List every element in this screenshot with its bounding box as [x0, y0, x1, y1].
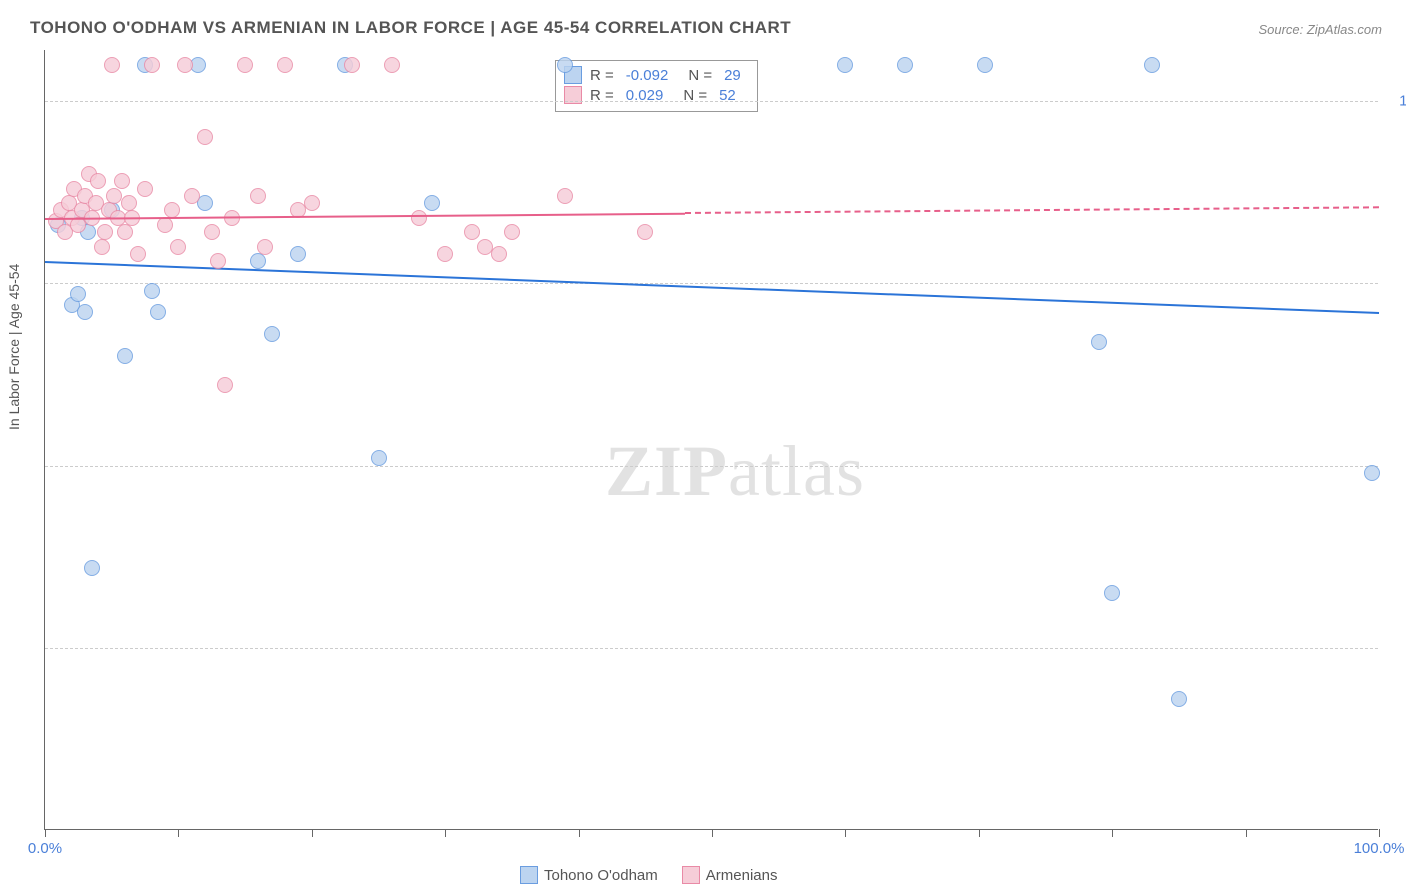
y-axis-label: In Labor Force | Age 45-54 — [6, 264, 22, 430]
legend-swatch — [520, 866, 538, 884]
data-point — [170, 239, 186, 255]
n-value: 29 — [724, 67, 741, 84]
trend-line-extrapolated — [685, 207, 1379, 215]
data-point — [144, 283, 160, 299]
data-point — [411, 210, 427, 226]
gridline-horizontal — [45, 101, 1378, 102]
data-point — [130, 246, 146, 262]
data-point — [121, 195, 137, 211]
data-point — [1171, 691, 1187, 707]
source-attribution: Source: ZipAtlas.com — [1258, 22, 1382, 37]
data-point — [464, 224, 480, 240]
source-label: Source: — [1258, 22, 1306, 37]
legend-label: Armenians — [706, 867, 778, 884]
r-value: -0.092 — [626, 67, 669, 84]
x-tick-mark — [979, 829, 980, 837]
data-point — [371, 450, 387, 466]
x-tick-mark — [1246, 829, 1247, 837]
data-point — [94, 239, 110, 255]
legend-item: Tohono O'odham — [520, 866, 658, 884]
data-point — [557, 57, 573, 73]
correlation-stats-box: R =-0.092N =29R =0.029N =52 — [555, 60, 758, 112]
data-point — [217, 377, 233, 393]
data-point — [344, 57, 360, 73]
plot-area: ZIPatlas R =-0.092N =29R =0.029N =52 25.… — [44, 50, 1378, 830]
gridline-horizontal — [45, 466, 1378, 467]
source-name: ZipAtlas.com — [1307, 22, 1382, 37]
data-point — [117, 224, 133, 240]
data-point — [90, 173, 106, 189]
data-point — [84, 560, 100, 576]
x-tick-mark — [178, 829, 179, 837]
data-point — [1104, 585, 1120, 601]
x-tick-mark — [45, 829, 46, 837]
x-tick-mark — [712, 829, 713, 837]
x-tick-label: 100.0% — [1354, 840, 1405, 857]
gridline-horizontal — [45, 283, 1378, 284]
data-point — [557, 188, 573, 204]
legend-swatch — [682, 866, 700, 884]
gridline-horizontal — [45, 648, 1378, 649]
data-point — [250, 253, 266, 269]
x-tick-mark — [312, 829, 313, 837]
watermark-atlas: atlas — [728, 431, 865, 511]
data-point — [177, 57, 193, 73]
x-tick-mark — [445, 829, 446, 837]
data-point — [257, 239, 273, 255]
x-tick-mark — [1379, 829, 1380, 837]
data-point — [977, 57, 993, 73]
data-point — [204, 224, 220, 240]
data-point — [277, 57, 293, 73]
data-point — [184, 188, 200, 204]
data-point — [106, 188, 122, 204]
data-point — [304, 195, 320, 211]
data-point — [897, 57, 913, 73]
data-point — [157, 217, 173, 233]
data-point — [77, 304, 93, 320]
data-point — [150, 304, 166, 320]
data-point — [637, 224, 653, 240]
data-point — [437, 246, 453, 262]
x-tick-mark — [1112, 829, 1113, 837]
data-point — [210, 253, 226, 269]
data-point — [1091, 334, 1107, 350]
data-point — [117, 348, 133, 364]
data-point — [137, 181, 153, 197]
data-point — [237, 57, 253, 73]
x-tick-label: 0.0% — [28, 840, 62, 857]
data-point — [197, 129, 213, 145]
data-point — [491, 246, 507, 262]
data-point — [264, 326, 280, 342]
data-point — [424, 195, 440, 211]
data-point — [837, 57, 853, 73]
data-point — [384, 57, 400, 73]
trend-line — [45, 212, 685, 219]
data-point — [290, 246, 306, 262]
stats-row: R = -0.092 N = 29 — [564, 65, 745, 85]
data-point — [504, 224, 520, 240]
data-point — [1144, 57, 1160, 73]
data-point — [97, 224, 113, 240]
data-point — [70, 286, 86, 302]
x-tick-mark — [579, 829, 580, 837]
r-label: R = — [590, 67, 614, 84]
n-label: N = — [688, 67, 712, 84]
data-point — [104, 57, 120, 73]
data-point — [1364, 465, 1380, 481]
chart-title: TOHONO O'ODHAM VS ARMENIAN IN LABOR FORC… — [30, 18, 791, 38]
x-tick-mark — [845, 829, 846, 837]
data-point — [250, 188, 266, 204]
y-tick-label: 100.0% — [1399, 93, 1406, 110]
data-point — [144, 57, 160, 73]
bottom-legend: Tohono O'odham Armenians — [520, 866, 777, 884]
legend-label: Tohono O'odham — [544, 867, 658, 884]
trend-line — [45, 261, 1379, 314]
legend-item: Armenians — [682, 866, 778, 884]
watermark-zip: ZIP — [605, 431, 728, 511]
watermark: ZIPatlas — [605, 430, 865, 513]
data-point — [114, 173, 130, 189]
